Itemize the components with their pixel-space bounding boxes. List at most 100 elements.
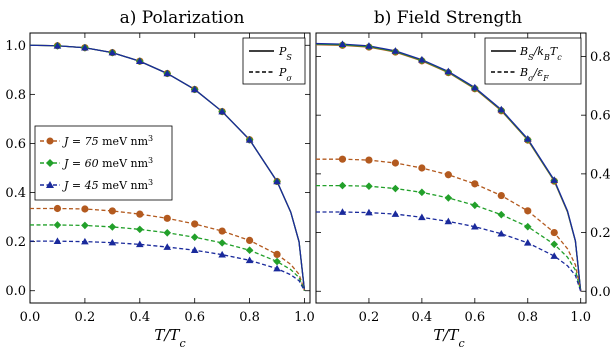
x-tick-label: 0.8 <box>517 310 538 325</box>
y-tick-label: 1.0 <box>5 39 26 54</box>
data-point-triangle <box>163 69 172 77</box>
series-line-dashed <box>316 158 582 292</box>
data-point-circle <box>218 227 226 235</box>
data-point-diamond <box>550 240 559 249</box>
legend-marker-diamond <box>46 159 54 167</box>
legend-series: J = 75 meV nm3 J = 60 meV nm3 J = 45 meV… <box>34 125 173 201</box>
data-point-circle <box>191 220 199 228</box>
data-point-circle <box>81 205 89 213</box>
data-point-diamond <box>497 210 506 219</box>
data-point-diamond <box>338 181 347 190</box>
panel-field-strength: b) Field Strength 0.2 0.4 0.6 0.8 1.00.00.20… <box>315 8 611 350</box>
series-markers <box>53 41 281 272</box>
y-tick-label: 0.8 <box>590 50 611 65</box>
data-point-diamond <box>108 223 117 231</box>
y-tick-label: 0.4 <box>5 186 26 201</box>
data-point-triangle <box>523 239 532 246</box>
legend-label-45: J = 45 meV nm3 <box>62 178 153 193</box>
y-tick-label: 0.4 <box>590 167 611 182</box>
data-point-diamond <box>471 201 479 210</box>
data-point-triangle <box>218 107 226 115</box>
x-tick-label: 0.6 <box>184 310 205 325</box>
panel-polarization: a) Polarization 0.0 0.2 0.4 0.6 0.8 1.0 0.0 0.2… <box>5 8 315 350</box>
legend-box <box>242 37 306 85</box>
data-point-circle <box>550 228 558 237</box>
legend-marker-circle <box>46 137 54 145</box>
data-point-triangle <box>108 48 117 56</box>
data-point-circle <box>246 236 254 245</box>
data-point-triangle <box>81 237 89 245</box>
data-point-triangle <box>365 208 373 216</box>
data-point-diamond <box>365 182 373 190</box>
data-point-triangle <box>136 240 144 248</box>
data-point-triangle <box>245 256 254 264</box>
data-point-diamond <box>163 229 172 237</box>
data-point-circle <box>163 214 171 222</box>
legend-marker-triangle <box>46 181 54 188</box>
data-point-triangle <box>338 208 347 215</box>
data-point-circle <box>338 155 347 163</box>
chart-title: a) Polarization <box>120 8 245 28</box>
data-point-triangle <box>444 217 453 225</box>
data-point-triangle <box>190 85 199 93</box>
data-point-circle <box>391 159 400 167</box>
data-point-diamond <box>523 222 532 231</box>
data-point-triangle <box>391 210 400 217</box>
data-point-circle <box>53 204 62 213</box>
data-point-triangle <box>444 67 453 75</box>
data-point-circle <box>108 207 116 215</box>
data-point-diamond <box>190 233 199 242</box>
data-point-circle <box>524 207 532 215</box>
data-point-circle <box>136 210 144 218</box>
plot-frame <box>315 32 587 304</box>
data-point-triangle <box>471 222 479 230</box>
data-point-diamond <box>418 188 426 197</box>
data-point-triangle <box>53 237 62 244</box>
x-axis-label: T/Tc <box>433 326 464 350</box>
x-tick-label: 0.0 <box>20 310 41 325</box>
data-point-triangle <box>53 41 62 49</box>
chart-title: b) Field Strength <box>374 8 522 28</box>
x-tick-label: 0.2 <box>75 310 96 325</box>
data-point-triangle <box>550 176 559 183</box>
axis-ticks: 0.2 0.4 0.6 0.8 1.0 0.0 0.2 0.4 0.6 0.8 <box>316 33 611 325</box>
data-point-diamond <box>53 221 62 229</box>
y-tick-label: 0.6 <box>590 109 611 124</box>
x-axis-label: T/Tc <box>154 326 185 350</box>
axis-ticks: 0.0 0.2 0.4 0.6 0.8 1.0 0.0 0.2 0.4 0.6 0.8 1.0 <box>5 33 315 325</box>
data-point-triangle <box>497 229 506 237</box>
x-tick-label: 1.0 <box>294 310 315 325</box>
legend-label-60: J = 60 meV nm3 <box>62 156 153 171</box>
data-point-triangle <box>497 105 506 113</box>
data-point-diamond <box>245 246 254 255</box>
data-point-circle <box>471 180 479 188</box>
data-point-triangle <box>418 55 426 63</box>
y-tick-label: 0.2 <box>590 226 611 241</box>
legend-style: PS Pσ <box>242 37 306 85</box>
x-tick-label: 0.6 <box>464 310 485 325</box>
data-point-triangle <box>190 246 199 254</box>
y-tick-label: 0.0 <box>590 285 611 300</box>
x-tick-label: 0.2 <box>359 310 380 325</box>
data-point-triangle <box>418 213 426 221</box>
data-point-diamond <box>391 184 400 193</box>
data-point-triangle <box>471 83 479 91</box>
legend-box <box>484 37 582 85</box>
x-tick-label: 0.4 <box>129 310 150 325</box>
x-tick-label: 1.0 <box>570 310 591 325</box>
legend-label: Bσ/εF <box>519 66 549 83</box>
data-point-triangle <box>365 42 373 49</box>
data-point-triangle <box>273 177 281 185</box>
x-tick-label: 0.8 <box>239 310 260 325</box>
x-tick-label: 0.4 <box>412 310 433 325</box>
data-point-circle <box>365 156 373 164</box>
legend-box <box>34 125 173 201</box>
data-point-triangle <box>163 243 172 250</box>
data-point-circle <box>497 191 505 200</box>
data-point-triangle <box>338 40 347 47</box>
data-point-diamond <box>444 194 453 202</box>
plot-frame <box>29 32 311 304</box>
data-point-diamond <box>81 221 89 230</box>
data-point-triangle <box>273 264 281 272</box>
